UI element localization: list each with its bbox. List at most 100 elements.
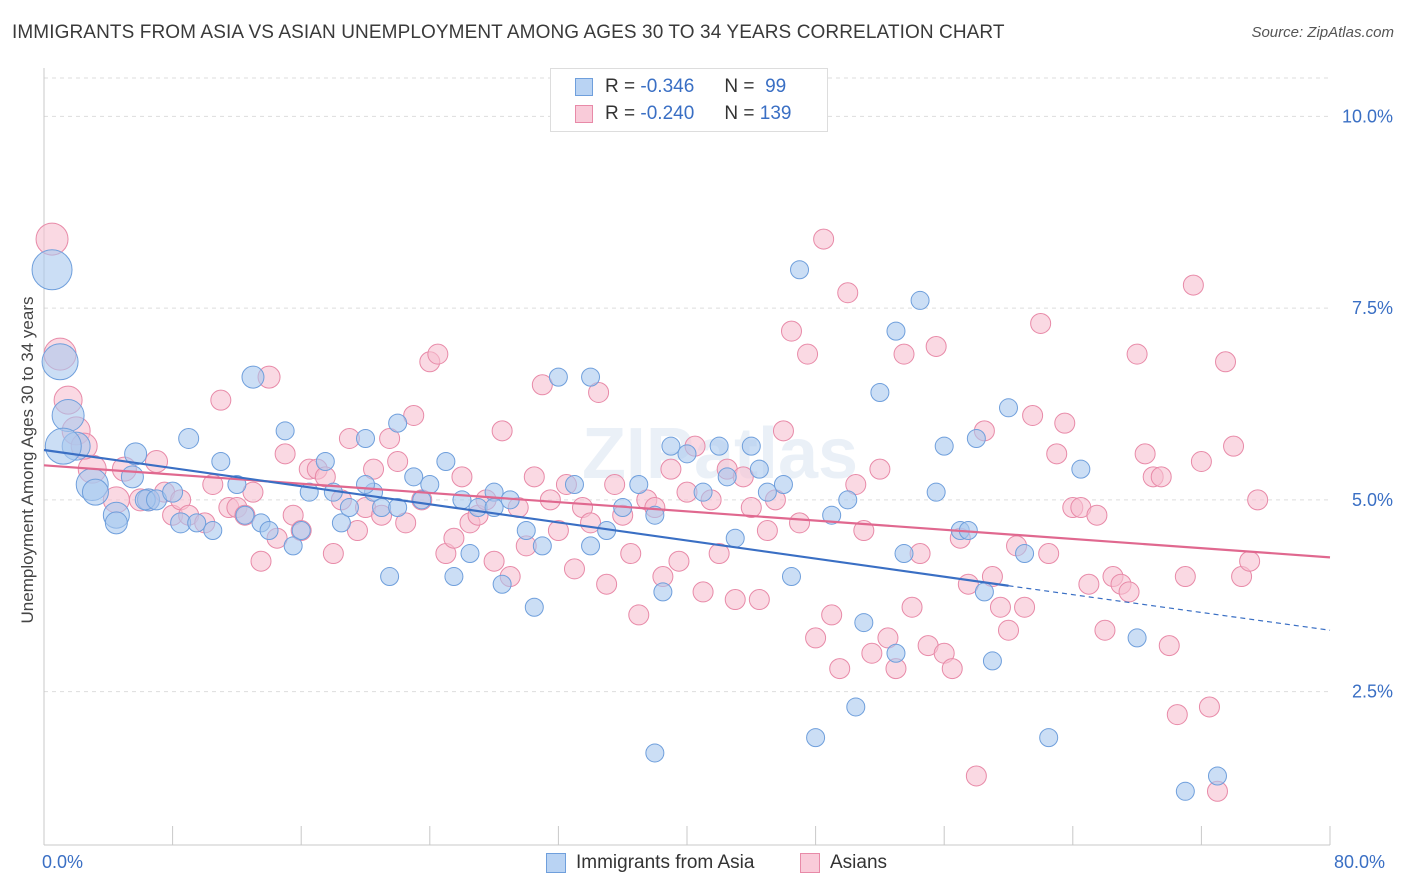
asians-point xyxy=(596,573,618,595)
asians-point xyxy=(805,627,827,649)
immigrants-point xyxy=(781,567,801,587)
immigrants-point xyxy=(982,651,1002,671)
y-tick-labels: 2.5% 5.0% 7.5% 10.0% xyxy=(1342,106,1393,701)
asians-point xyxy=(789,512,811,534)
immigrants-point xyxy=(31,249,73,291)
series-legend-label: Immigrants from Asia xyxy=(576,852,755,873)
immigrants-point xyxy=(532,536,552,556)
immigrants-point xyxy=(1175,781,1195,801)
asians-point xyxy=(604,474,626,496)
asians-point xyxy=(1038,543,1060,565)
immigrants-point xyxy=(854,613,874,633)
immigrants-point xyxy=(124,442,148,466)
legend-row-pink: R = -0.240 N = 139 xyxy=(575,102,791,126)
asians-point xyxy=(523,466,545,488)
asians-point xyxy=(668,550,690,572)
immigrants-point xyxy=(51,398,85,432)
immigrants-point xyxy=(187,513,207,533)
immigrants-point xyxy=(757,482,777,502)
asians-point xyxy=(692,581,714,603)
immigrants-point xyxy=(41,343,79,381)
asians-point xyxy=(813,228,835,250)
asians-point xyxy=(1198,696,1220,718)
immigrants-point xyxy=(661,436,681,456)
trend-lines xyxy=(43,448,1331,631)
immigrants-point xyxy=(548,367,568,387)
asians-point xyxy=(1126,343,1148,365)
axes xyxy=(43,68,1331,846)
asians-point xyxy=(748,589,770,611)
asians-point xyxy=(539,489,561,511)
immigrants-point xyxy=(1071,459,1091,479)
immigrants-point xyxy=(211,452,231,471)
asians-point xyxy=(403,404,425,426)
y-tick-label: 2.5% xyxy=(1352,682,1393,702)
x-tick-label-max: 80.0% xyxy=(1334,852,1386,872)
asians-point xyxy=(797,343,819,365)
asians-point xyxy=(893,343,915,365)
immigrants-point xyxy=(677,444,697,464)
asians-point xyxy=(829,658,851,680)
immigrants-point xyxy=(372,498,392,518)
immigrants-point xyxy=(404,467,424,487)
asians-point xyxy=(1158,635,1180,657)
immigrants-point xyxy=(452,490,472,510)
asians-point xyxy=(1134,443,1156,465)
asians-point xyxy=(451,466,473,488)
series-swatch-blue xyxy=(546,853,566,873)
immigrants-point xyxy=(356,428,375,448)
y-tick-label: 5.0% xyxy=(1352,490,1393,510)
asians-point xyxy=(242,481,264,503)
immigrants-point xyxy=(653,582,673,602)
immigrants-point xyxy=(926,482,946,502)
source-credit: Source: ZipAtlas.com xyxy=(1251,24,1394,41)
asians-point xyxy=(660,458,682,480)
asians-point xyxy=(491,420,513,442)
asians-point xyxy=(387,451,409,472)
correlation-legend: R = -0.346 N = 99 R = -0.240 N = 139 xyxy=(550,68,828,132)
immigrants-point xyxy=(162,481,184,503)
asians-point xyxy=(853,520,875,542)
asians-point xyxy=(821,604,843,626)
immigrants-point xyxy=(460,544,480,564)
asians-point xyxy=(998,619,1019,641)
asians-point xyxy=(628,604,650,626)
y-tick-label: 10.0% xyxy=(1342,106,1393,126)
asians-point xyxy=(1174,566,1196,588)
asians-point xyxy=(1247,489,1269,511)
series-swatch-pink xyxy=(800,853,820,873)
immigrants-point xyxy=(283,536,303,556)
asians-point xyxy=(740,497,762,519)
asians-point xyxy=(925,335,947,357)
immigrants-point xyxy=(741,436,761,456)
immigrants-point xyxy=(629,475,649,495)
legend-row-blue: R = -0.346 N = 99 xyxy=(575,75,786,99)
legend-swatch-blue xyxy=(575,78,593,96)
asians-point xyxy=(1118,581,1140,603)
asians-point xyxy=(1054,412,1076,434)
asians-point xyxy=(724,589,746,611)
immigrants-point xyxy=(966,428,986,448)
asians-point xyxy=(563,558,585,580)
asians-point xyxy=(756,520,778,542)
immigrants-point xyxy=(645,743,665,763)
asians-point xyxy=(981,566,1003,588)
legend-r-label: R = xyxy=(605,103,636,124)
series-legend-pink: Asians xyxy=(800,852,887,874)
legend-r-value: -0.240 xyxy=(640,103,695,124)
immigrants-point xyxy=(436,452,456,471)
immigrants-point xyxy=(999,398,1018,418)
asians-point xyxy=(1078,573,1100,595)
x-tick-label-min: 0.0% xyxy=(42,852,84,872)
immigrants-point xyxy=(886,643,906,663)
immigrants-point xyxy=(749,459,769,479)
series-legend-blue: Immigrants from Asia xyxy=(546,852,754,874)
asians-point xyxy=(1150,466,1172,488)
asians-point xyxy=(379,427,401,449)
immigrants-point xyxy=(581,367,601,387)
asians-point xyxy=(1239,550,1261,572)
immigrants-point xyxy=(331,513,351,533)
immigrants-point xyxy=(846,697,866,717)
immigrants-point xyxy=(645,505,665,525)
immigrants-point xyxy=(581,536,601,556)
